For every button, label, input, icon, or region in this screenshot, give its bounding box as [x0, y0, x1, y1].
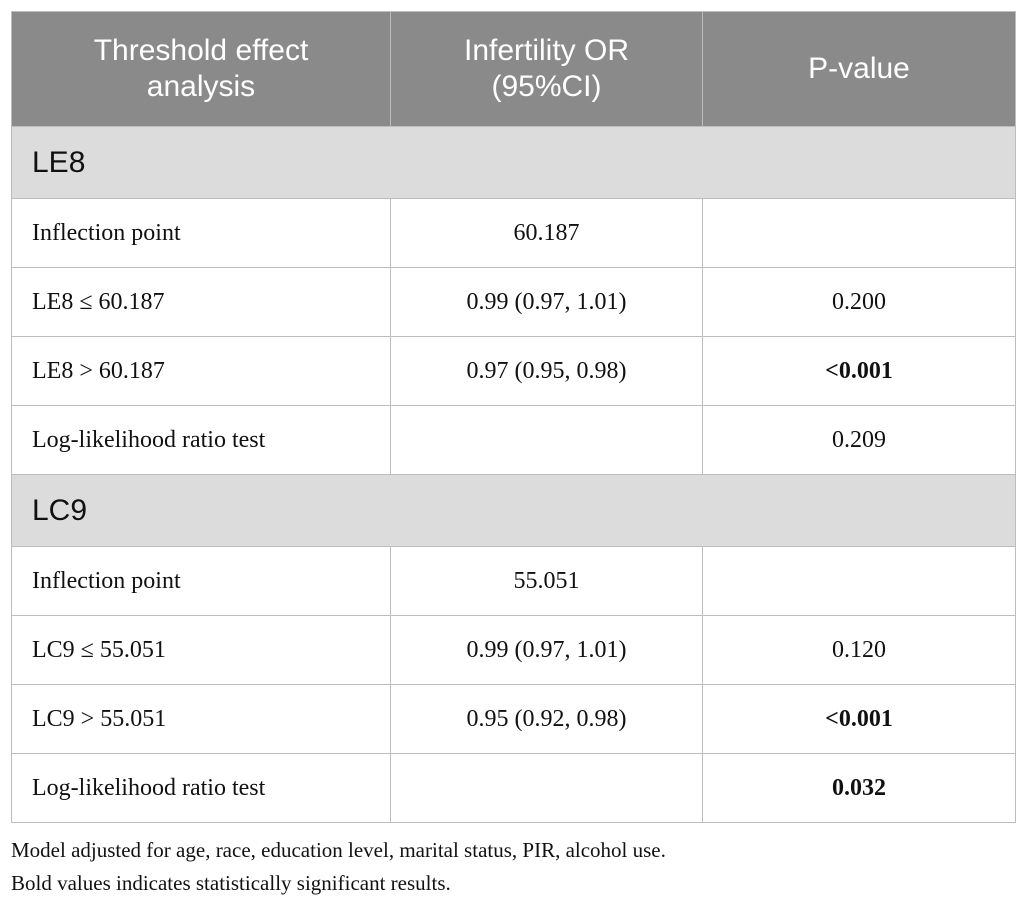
data-row: Inflection point 55.051 — [11, 546, 1016, 616]
table-cell: 0.99 (0.97, 1.01) — [390, 615, 703, 685]
data-table: Threshold effect analysis Infertility OR … — [11, 11, 1016, 823]
header-cell: P-value — [702, 11, 1016, 127]
table-cell: Inflection point — [11, 198, 391, 268]
table-cell: LC9 ≤ 55.051 — [11, 615, 391, 685]
table-container: Threshold effect analysis Infertility OR … — [11, 11, 1016, 823]
table-cell: Log-likelihood ratio test — [11, 753, 391, 823]
table-cell: 0.97 (0.95, 0.98) — [390, 336, 703, 406]
data-row: Inflection point 60.187 — [11, 198, 1016, 268]
data-row: Log-likelihood ratio test 0.032 — [11, 753, 1016, 823]
header-cell: Threshold effect analysis — [11, 11, 391, 127]
table-cell: LC9 > 55.051 — [11, 684, 391, 754]
table-cell: 0.99 (0.97, 1.01) — [390, 267, 703, 337]
table-cell: 0.95 (0.92, 0.98) — [390, 684, 703, 754]
table-cell — [390, 753, 703, 823]
data-row: LC9 ≤ 55.051 0.99 (0.97, 1.01) 0.120 — [11, 615, 1016, 685]
data-row: Log-likelihood ratio test 0.209 — [11, 405, 1016, 475]
section-row: LE8 — [11, 126, 1016, 199]
table-cell: <0.001 — [702, 684, 1016, 754]
table-cell: 55.051 — [390, 546, 703, 616]
table-cell: Inflection point — [11, 546, 391, 616]
header-row: Threshold effect analysis Infertility OR … — [11, 11, 1016, 127]
table-cell — [390, 405, 703, 475]
table-cell: 0.200 — [702, 267, 1016, 337]
table-cell: 0.032 — [702, 753, 1016, 823]
footnote: Bold values indicates statistically sign… — [11, 871, 451, 895]
section-label: LC9 — [11, 474, 1016, 547]
footnote: Model adjusted for age, race, education … — [11, 838, 666, 862]
header-cell: Infertility OR (95%CI) — [390, 11, 703, 127]
section-label: LE8 — [11, 126, 1016, 199]
table-cell: Log-likelihood ratio test — [11, 405, 391, 475]
table-cell: 0.209 — [702, 405, 1016, 475]
table-cell — [702, 198, 1016, 268]
table-cell: LE8 > 60.187 — [11, 336, 391, 406]
section-row: LC9 — [11, 474, 1016, 547]
table-cell: LE8 ≤ 60.187 — [11, 267, 391, 337]
data-row: LE8 > 60.187 0.97 (0.95, 0.98) <0.001 — [11, 336, 1016, 406]
data-row: LC9 > 55.051 0.95 (0.92, 0.98) <0.001 — [11, 684, 1016, 754]
data-row: LE8 ≤ 60.187 0.99 (0.97, 1.01) 0.200 — [11, 267, 1016, 337]
table-cell — [702, 546, 1016, 616]
table-cell: 60.187 — [390, 198, 703, 268]
table-cell: <0.001 — [702, 336, 1016, 406]
table-cell: 0.120 — [702, 615, 1016, 685]
